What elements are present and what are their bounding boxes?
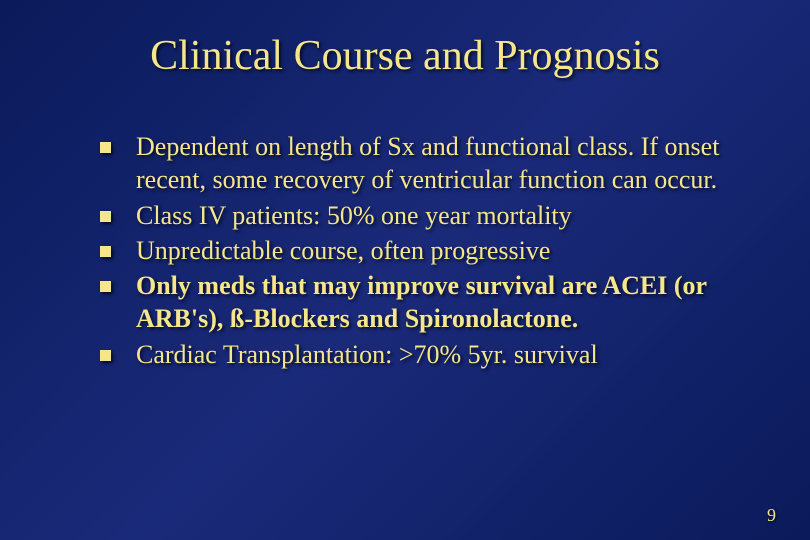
bullet-text: Only meds that may improve survival are … xyxy=(136,271,707,333)
bullet-text: Dependent on length of Sx and functional… xyxy=(136,132,719,194)
bullet-item: Unpredictable course, often progressive xyxy=(100,234,750,267)
bullet-item: Class IV patients: 50% one year mortalit… xyxy=(100,199,750,232)
bullet-text: Cardiac Transplantation: >70% 5yr. survi… xyxy=(136,340,598,369)
page-number: 9 xyxy=(767,505,776,526)
slide-title: Clinical Course and Prognosis xyxy=(60,32,750,80)
bullet-item: Only meds that may improve survival are … xyxy=(100,269,750,336)
bullet-text: Unpredictable course, often progressive xyxy=(136,236,550,265)
bullet-item: Dependent on length of Sx and functional… xyxy=(100,130,750,197)
bullet-item: Cardiac Transplantation: >70% 5yr. survi… xyxy=(100,338,750,371)
slide-container: Clinical Course and Prognosis Dependent … xyxy=(0,0,810,540)
bullet-list: Dependent on length of Sx and functional… xyxy=(60,130,750,371)
bullet-text: Class IV patients: 50% one year mortalit… xyxy=(136,201,572,230)
